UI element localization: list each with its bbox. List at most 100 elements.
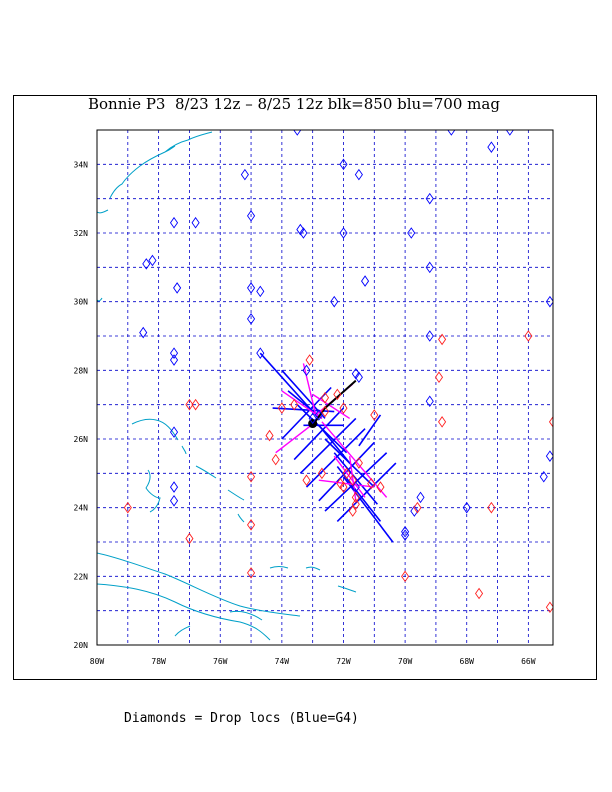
red-drop-diamond <box>247 567 256 579</box>
x-tick-label: 74W <box>275 657 290 666</box>
blue-drop-diamond <box>169 216 179 229</box>
y-tick-label: 28N <box>74 366 89 375</box>
red-drop-diamond <box>438 416 447 428</box>
y-tick-label: 34N <box>74 160 89 169</box>
red-drop-diamond <box>438 333 447 346</box>
blue-drop-diamond <box>256 347 265 359</box>
red-drop-diamond <box>339 402 348 414</box>
blue-track <box>333 452 378 505</box>
blue-track <box>318 424 351 464</box>
blue-drop-diamond <box>407 227 416 239</box>
blue-drop-diamond <box>425 395 434 408</box>
y-tick-label: 24N <box>74 504 89 513</box>
red-drop-diamond <box>475 587 484 600</box>
blue-drop-diamond <box>299 227 308 239</box>
red-drop-diamond <box>265 429 274 442</box>
x-tick-label: 76W <box>213 657 228 666</box>
blue-drop-diamond <box>302 364 311 377</box>
red-drop-diamond <box>305 354 314 366</box>
blue-drop-diamond <box>401 525 410 538</box>
red-drop-diamond <box>185 398 194 411</box>
red-drop-diamond <box>434 371 444 383</box>
blue-drop-diamond <box>462 501 471 514</box>
red-drop-diamond <box>123 501 132 514</box>
red-drop-diamond <box>354 457 363 469</box>
red-drop-diamond <box>339 481 348 493</box>
blue-drop-diamond <box>247 210 256 222</box>
red-drop-diamond <box>351 491 360 504</box>
blue-drop-diamond <box>505 130 514 136</box>
x-tick-label: 66W <box>521 657 536 666</box>
blue-drop-diamond <box>169 495 179 507</box>
blue-drop-diamond <box>240 168 249 181</box>
blue-drop-diamond <box>293 130 302 136</box>
y-tick-label: 32N <box>74 229 89 238</box>
blue-drop-diamond <box>330 295 339 308</box>
magenta-track <box>318 479 375 488</box>
black-track <box>311 379 357 426</box>
red-drop-diamond <box>320 405 330 418</box>
blue-drop-diamond <box>148 254 157 267</box>
blue-drop-diamond <box>169 481 179 493</box>
grid-lines <box>97 130 553 645</box>
red-drop-diamond <box>336 477 345 490</box>
blue-drop-diamond <box>545 295 553 308</box>
y-tick-label: 26N <box>74 435 89 444</box>
blue-drop-diamond <box>539 470 548 483</box>
blue-drop-diamond <box>139 326 148 339</box>
blue-drop-diamond <box>401 529 410 541</box>
magenta-track <box>321 421 388 498</box>
blue-drop-diamond <box>314 409 323 421</box>
red-drop-diamond <box>376 481 385 493</box>
blue-drop-diamond <box>247 282 256 294</box>
map-title: Bonnie P3 8/23 12z – 8/25 12z blk=850 bl… <box>88 95 500 113</box>
blue-track <box>358 414 382 447</box>
red-drop-diamond <box>413 501 422 514</box>
red-drop-diamond <box>320 392 330 404</box>
blue-drop-diamond <box>169 426 179 438</box>
x-tick-label: 78W <box>151 657 166 666</box>
magenta-track <box>302 363 317 416</box>
blue-drop-diamond <box>296 223 305 236</box>
blue-drop-diamond <box>169 347 179 359</box>
magenta-track <box>275 421 317 454</box>
red-drop-diamond <box>271 453 280 466</box>
red-drop-diamond <box>351 498 360 511</box>
blue-drop-diamond <box>339 158 348 171</box>
y-tick-label: 30N <box>74 298 89 307</box>
red-drop-diamond <box>545 601 553 614</box>
blue-track <box>293 407 345 461</box>
x-tick-label: 70W <box>398 657 413 666</box>
blue-drop-diamond <box>354 168 363 181</box>
axis-ticks: 80W 78W 76W 74W 72W 70W 68W 66W 20N 22N 24N 26N 28N 3… <box>74 160 536 666</box>
blue-drop-diamond <box>361 275 370 287</box>
x-tick-label: 68W <box>460 657 475 666</box>
blue-drop-diamond <box>351 367 360 380</box>
red-drop-diamond <box>401 570 410 583</box>
red-drop-diamond <box>247 519 256 531</box>
blue-drop-diamond <box>545 450 553 462</box>
red-drop-diamond <box>370 409 379 421</box>
blue-track <box>299 417 357 474</box>
red-drop-diamond <box>524 330 533 342</box>
blue-drop-diamond <box>169 354 179 366</box>
flight-tracks <box>259 352 397 543</box>
y-tick-label: 20N <box>74 641 89 650</box>
red-drop-diamond <box>348 505 357 517</box>
magenta-track <box>333 455 366 498</box>
x-tick-label: 72W <box>336 657 351 666</box>
blue-drop-diamond <box>425 192 434 205</box>
red-drop-diamond <box>317 467 326 480</box>
red-drop-diamond <box>487 501 496 514</box>
x-tick-label: 80W <box>90 657 105 666</box>
blue-drop-diamond <box>447 130 456 136</box>
coastline <box>97 131 357 641</box>
blue-drop-diamond <box>142 258 151 270</box>
red-drop-diamond <box>191 398 200 411</box>
y-tick-label: 22N <box>74 572 89 581</box>
blue-drop-diamond <box>339 227 348 239</box>
blue-drop-diamond <box>425 261 434 274</box>
blue-drop-diamond <box>191 216 200 229</box>
red-drop-diamond <box>548 416 553 428</box>
